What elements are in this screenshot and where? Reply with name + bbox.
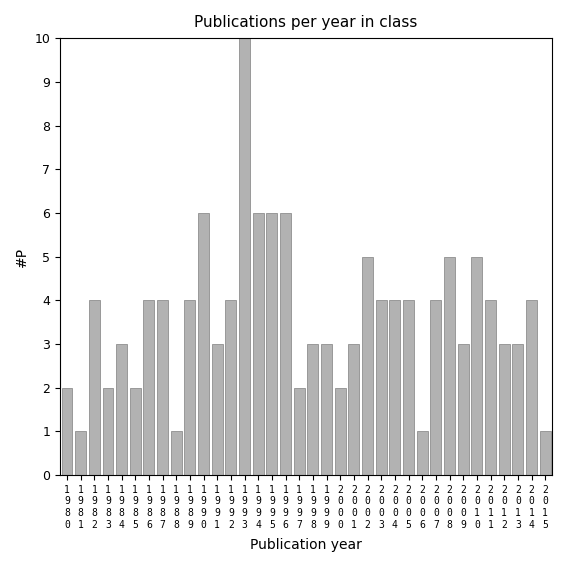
Title: Publications per year in class: Publications per year in class xyxy=(194,15,418,30)
Bar xyxy=(444,257,455,475)
Bar xyxy=(184,301,196,475)
Bar xyxy=(280,213,291,475)
Bar xyxy=(130,388,141,475)
Bar xyxy=(212,344,223,475)
Bar xyxy=(430,301,441,475)
Bar xyxy=(294,388,304,475)
Bar xyxy=(307,344,319,475)
Bar xyxy=(458,344,469,475)
Bar xyxy=(103,388,113,475)
Bar xyxy=(61,388,73,475)
Bar xyxy=(390,301,400,475)
Bar xyxy=(362,257,373,475)
Bar xyxy=(403,301,414,475)
Bar xyxy=(485,301,496,475)
Bar xyxy=(157,301,168,475)
Bar xyxy=(321,344,332,475)
Bar xyxy=(335,388,346,475)
Bar xyxy=(349,344,359,475)
Bar xyxy=(116,344,127,475)
Bar xyxy=(143,301,154,475)
Bar xyxy=(253,213,264,475)
Bar xyxy=(471,257,483,475)
Bar xyxy=(540,431,551,475)
Bar xyxy=(171,431,182,475)
Bar xyxy=(89,301,100,475)
Bar xyxy=(499,344,510,475)
Bar xyxy=(75,431,86,475)
Y-axis label: #P: #P xyxy=(15,247,29,266)
Bar xyxy=(266,213,277,475)
Bar xyxy=(526,301,537,475)
Bar xyxy=(376,301,387,475)
Bar xyxy=(226,301,236,475)
Bar xyxy=(198,213,209,475)
X-axis label: Publication year: Publication year xyxy=(250,538,362,552)
Bar xyxy=(417,431,428,475)
Bar xyxy=(513,344,523,475)
Bar xyxy=(239,38,250,475)
